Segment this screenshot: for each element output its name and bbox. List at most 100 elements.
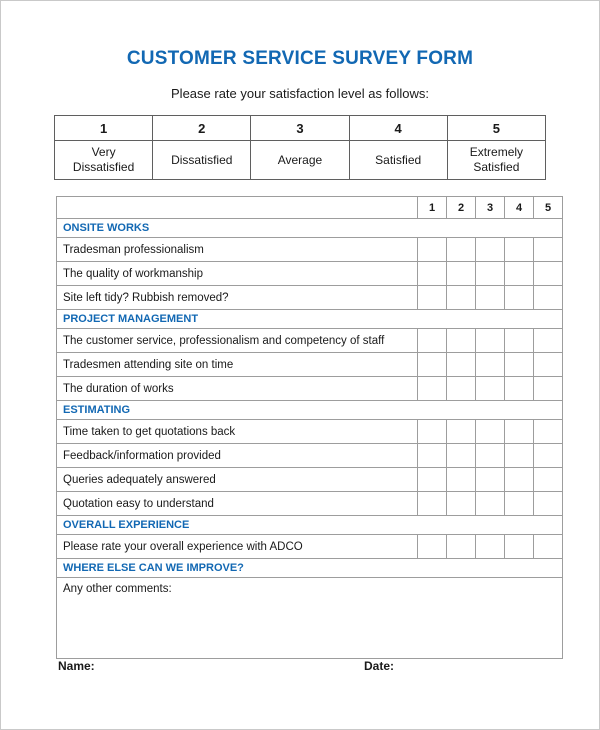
rating-cell-1[interactable] <box>417 443 447 468</box>
rating-cell-3[interactable] <box>475 467 505 492</box>
rating-cell-5[interactable] <box>533 285 563 310</box>
legend-score: 2 <box>152 115 252 141</box>
rating-cell-2[interactable] <box>446 467 476 492</box>
rating-cell-5[interactable] <box>533 443 563 468</box>
rating-cell-1[interactable] <box>417 328 447 353</box>
rating-cell-4[interactable] <box>504 534 534 559</box>
rating-cell-3[interactable] <box>475 376 505 401</box>
rating-cell-3[interactable] <box>475 491 505 516</box>
rating-cell-5[interactable] <box>533 328 563 353</box>
section-header-row: ESTIMATING <box>56 400 563 420</box>
date-label: Date: <box>364 659 395 673</box>
rating-cell-4[interactable] <box>504 261 534 286</box>
rating-cell-1[interactable] <box>417 352 447 377</box>
rating-column-header-3: 3 <box>475 196 505 219</box>
rating-cell-2[interactable] <box>446 237 476 262</box>
rating-cell-5[interactable] <box>533 419 563 444</box>
rating-cell-1[interactable] <box>417 467 447 492</box>
rating-cell-4[interactable] <box>504 467 534 492</box>
rating-cell-2[interactable] <box>446 352 476 377</box>
comments-row: Any other comments: <box>56 577 563 659</box>
comments-label: Any other comments: <box>63 583 172 595</box>
survey-table: 1 2 3 4 5 ONSITE WORKS Tradesman professionali… <box>56 196 563 659</box>
question-row: Tradesman professionalism <box>56 237 563 262</box>
rating-cell-1[interactable] <box>417 534 447 559</box>
rating-cell-3[interactable] <box>475 285 505 310</box>
question-label: The customer service, professionalism an… <box>56 328 418 353</box>
section-header: PROJECT MANAGEMENT <box>56 309 563 329</box>
rating-cell-5[interactable] <box>533 237 563 262</box>
rating-cell-2[interactable] <box>446 491 476 516</box>
comments-area[interactable]: Any other comments: <box>56 577 563 659</box>
rating-cell-1[interactable] <box>417 261 447 286</box>
rating-cell-4[interactable] <box>504 376 534 401</box>
rating-column-header-1: 1 <box>417 196 447 219</box>
question-row: Tradesmen attending site on time <box>56 352 563 377</box>
question-label: Time taken to get quotations back <box>56 419 418 444</box>
rating-cell-3[interactable] <box>475 237 505 262</box>
question-label: Please rate your overall experience with… <box>56 534 418 559</box>
question-label: The duration of works <box>56 376 418 401</box>
legend-label-row: Very Dissatisfied Dissatisfied Average Sati… <box>53 140 547 180</box>
question-row: Feedback/information provided <box>56 443 563 468</box>
rating-cell-1[interactable] <box>417 419 447 444</box>
section-header: ESTIMATING <box>56 400 563 420</box>
legend-score: 5 <box>446 115 547 141</box>
signature-row: Name: Date: <box>56 659 544 677</box>
rating-cell-2[interactable] <box>446 443 476 468</box>
rating-cell-5[interactable] <box>533 352 563 377</box>
section-header: OVERALL EXPERIENCE <box>56 515 563 535</box>
rating-cell-5[interactable] <box>533 376 563 401</box>
rating-cell-1[interactable] <box>417 237 447 262</box>
question-row: The quality of workmanship <box>56 261 563 286</box>
question-label: Feedback/information provided <box>56 443 418 468</box>
rating-cell-2[interactable] <box>446 328 476 353</box>
rating-cell-2[interactable] <box>446 419 476 444</box>
question-row: Quotation easy to understand <box>56 491 563 516</box>
rating-cell-3[interactable] <box>475 534 505 559</box>
section-header-row: ONSITE WORKS <box>56 218 563 238</box>
legend-label: Average <box>250 140 350 180</box>
rating-cell-4[interactable] <box>504 491 534 516</box>
legend-label: Satisfied <box>348 140 448 180</box>
question-label: The quality of workmanship <box>56 261 418 286</box>
rating-cell-3[interactable] <box>475 328 505 353</box>
question-label: Queries adequately answered <box>56 467 418 492</box>
rating-cell-4[interactable] <box>504 443 534 468</box>
rating-cell-3[interactable] <box>475 419 505 444</box>
question-label: Tradesmen attending site on time <box>56 352 418 377</box>
rating-cell-3[interactable] <box>475 443 505 468</box>
section-header: WHERE ELSE CAN WE IMPROVE? <box>56 558 563 578</box>
rating-cell-5[interactable] <box>533 261 563 286</box>
question-row: The customer service, professionalism an… <box>56 328 563 353</box>
rating-cell-5[interactable] <box>533 467 563 492</box>
question-label: Site left tidy? Rubbish removed? <box>56 285 418 310</box>
question-row: The duration of works <box>56 376 563 401</box>
question-row: Time taken to get quotations back <box>56 419 563 444</box>
rating-column-header-2: 2 <box>446 196 476 219</box>
rating-cell-4[interactable] <box>504 352 534 377</box>
rating-cell-2[interactable] <box>446 376 476 401</box>
rating-cell-1[interactable] <box>417 491 447 516</box>
question-label: Quotation easy to understand <box>56 491 418 516</box>
legend-label: Very Dissatisfied <box>53 140 154 180</box>
rating-cell-2[interactable] <box>446 285 476 310</box>
rating-cell-4[interactable] <box>504 328 534 353</box>
rating-cell-3[interactable] <box>475 261 505 286</box>
rating-cell-2[interactable] <box>446 534 476 559</box>
rating-cell-3[interactable] <box>475 352 505 377</box>
legend-score: 3 <box>250 115 350 141</box>
rating-cell-5[interactable] <box>533 491 563 516</box>
rating-cell-1[interactable] <box>417 376 447 401</box>
rating-cell-4[interactable] <box>504 237 534 262</box>
section-header-row: OVERALL EXPERIENCE <box>56 515 563 535</box>
rating-cell-2[interactable] <box>446 261 476 286</box>
legend-score: 4 <box>348 115 448 141</box>
question-row: Please rate your overall experience with… <box>56 534 563 559</box>
question-row: Queries adequately answered <box>56 467 563 492</box>
legend-label: Dissatisfied <box>152 140 252 180</box>
rating-cell-4[interactable] <box>504 419 534 444</box>
rating-cell-4[interactable] <box>504 285 534 310</box>
rating-cell-5[interactable] <box>533 534 563 559</box>
rating-cell-1[interactable] <box>417 285 447 310</box>
